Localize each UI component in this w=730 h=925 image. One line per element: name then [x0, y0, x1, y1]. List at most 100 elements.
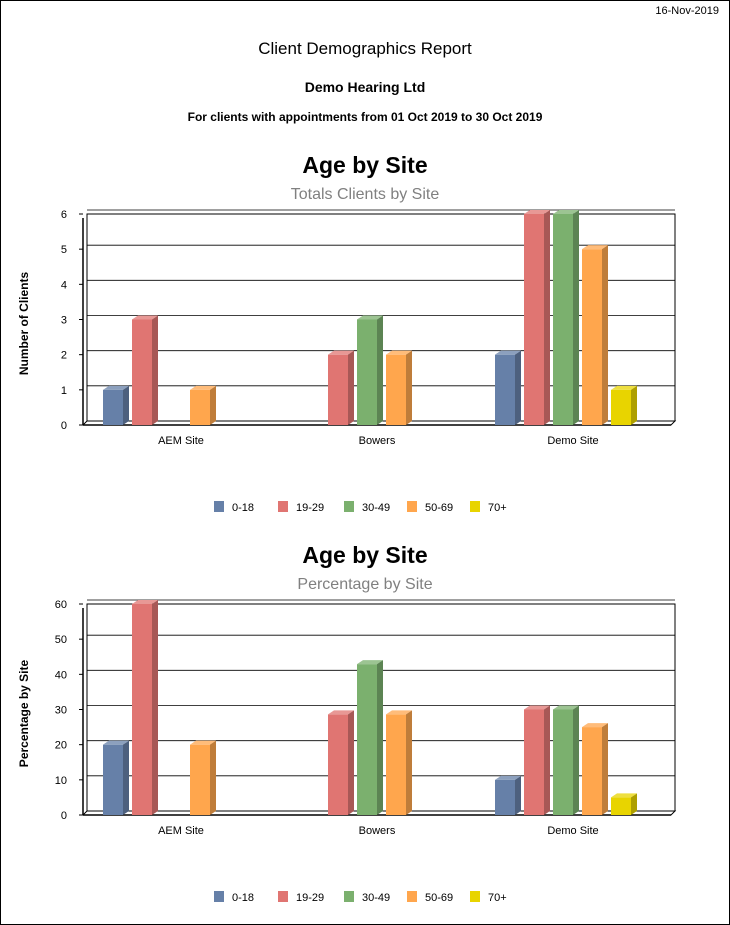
x-tick-label: AEM Site	[158, 825, 204, 837]
legend-swatch	[214, 501, 224, 512]
y-tick-label: 6	[61, 209, 67, 221]
legend-label: 30-49	[362, 502, 390, 514]
bar-top	[386, 710, 412, 715]
bar-front	[103, 744, 123, 815]
bar-side	[348, 350, 354, 425]
bar-demo-site-0-18	[495, 775, 521, 815]
bar-top	[103, 385, 129, 390]
bar-top	[553, 210, 579, 214]
bar-front	[386, 714, 406, 815]
bar-side	[515, 775, 521, 815]
chart-title: Age by Site	[302, 542, 427, 568]
y-tick-label: 3	[61, 315, 67, 327]
bar-front	[582, 249, 602, 425]
y-tick-label: 0	[61, 810, 67, 822]
bar-front	[132, 319, 152, 425]
chart-percentage-by-site: Age by Site Percentage by Site 0 10 20 30 40 50…	[17, 542, 677, 904]
y-tick-label: 30	[55, 705, 67, 717]
bar-side	[152, 315, 158, 425]
bar-front	[524, 214, 544, 425]
bar-side	[515, 350, 521, 425]
legend-swatch	[278, 501, 288, 512]
bar-bowers-50-69	[386, 350, 412, 425]
legend-item-50-69: 50-69	[407, 891, 453, 904]
bar-top	[357, 315, 383, 320]
bar-demo-site-19-29	[524, 705, 550, 815]
bar-top	[524, 210, 550, 214]
bar-top	[328, 710, 354, 715]
bar-top	[582, 245, 608, 250]
bar-side	[406, 710, 412, 815]
bar-bowers-30-49	[357, 315, 383, 425]
bar-top	[132, 600, 158, 604]
bar-side	[602, 723, 608, 815]
legend-swatch	[344, 501, 354, 512]
bar-side	[544, 705, 550, 815]
legend-item-0-18: 0-18	[214, 501, 254, 514]
legend-label: 19-29	[296, 502, 324, 514]
bar-front	[524, 709, 544, 815]
bar-bowers-30-49	[357, 660, 383, 815]
bar-front	[495, 779, 515, 815]
bar-side	[631, 385, 637, 425]
legend-swatch	[214, 891, 224, 902]
legend-item-50-69: 50-69	[407, 501, 453, 514]
bar-front	[611, 797, 631, 815]
y-axis-label: Number of Clients	[17, 272, 31, 376]
chart-title: Age by Site	[302, 152, 427, 178]
bar-side	[544, 210, 550, 425]
legend-item-70+: 70+	[470, 891, 507, 904]
bar-front	[553, 214, 573, 425]
y-tick-label: 10	[55, 775, 67, 787]
bar-side	[602, 245, 608, 425]
bar-top	[328, 350, 354, 355]
y-tick-label: 20	[55, 740, 67, 752]
chart-totals-by-site: Age by Site Totals Clients by Site 0 1 2 3 4 5 6…	[17, 152, 677, 514]
bar-aem-site-0-18	[103, 740, 129, 815]
y-tick-label: 40	[55, 669, 67, 681]
bar-top	[582, 723, 608, 728]
y-tick-label: 2	[61, 350, 67, 362]
report-date: 16-Nov-2019	[655, 5, 719, 17]
bar-aem-site-50-69	[190, 740, 216, 815]
y-tick-label: 5	[61, 244, 67, 256]
bar-demo-site-30-49	[553, 210, 579, 425]
legend-item-19-29: 19-29	[278, 501, 324, 514]
bar-front	[190, 389, 210, 425]
bar-bowers-19-29	[328, 710, 354, 815]
legend-item-19-29: 19-29	[278, 891, 324, 904]
legend-label: 30-49	[362, 892, 390, 904]
legend-label: 50-69	[425, 892, 453, 904]
legend-label: 50-69	[425, 502, 453, 514]
report-title: Client Demographics Report	[258, 39, 472, 58]
bar-demo-site-0-18	[495, 350, 521, 425]
bar-top	[103, 740, 129, 745]
bar-top	[190, 385, 216, 390]
bar-front	[190, 744, 210, 815]
bar-side	[210, 385, 216, 425]
bar-demo-site-70+	[611, 793, 637, 815]
bar-front	[386, 354, 406, 425]
bar-front	[132, 604, 152, 815]
bar-side	[377, 660, 383, 815]
bar-front	[357, 664, 377, 815]
legend-label: 0-18	[232, 502, 254, 514]
legend-swatch	[470, 501, 480, 512]
bar-top	[611, 385, 637, 390]
bar-demo-site-70+	[611, 385, 637, 425]
chart-subtitle: Percentage by Site	[297, 576, 432, 593]
bar-bowers-50-69	[386, 710, 412, 815]
x-tick-label: AEM Site	[158, 435, 204, 447]
chart-subtitle: Totals Clients by Site	[291, 186, 440, 203]
bar-bowers-19-29	[328, 350, 354, 425]
bar-aem-site-19-29	[132, 600, 158, 815]
bar-front	[103, 389, 123, 425]
legend-label: 70+	[488, 502, 507, 514]
bar-front	[582, 727, 602, 815]
legend-item-30-49: 30-49	[344, 891, 390, 904]
bar-side	[406, 350, 412, 425]
bar-front	[328, 714, 348, 815]
legend-swatch	[344, 891, 354, 902]
bar-side	[573, 210, 579, 425]
